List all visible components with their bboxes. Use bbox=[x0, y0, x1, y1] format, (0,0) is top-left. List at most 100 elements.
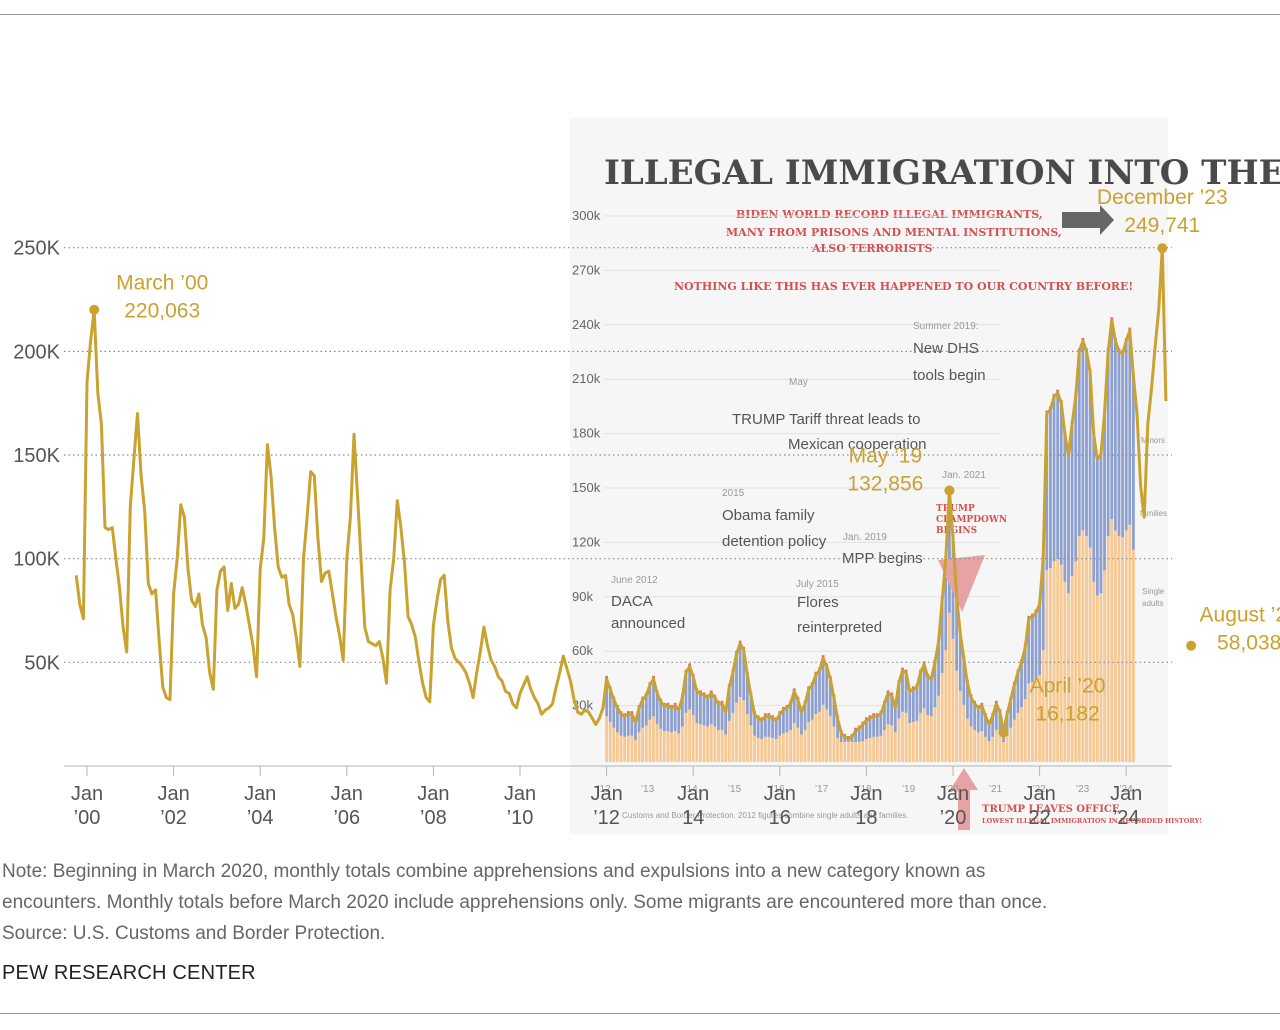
embedded-x-label: ’23 bbox=[1076, 784, 1090, 795]
highlight-label: March ’00 bbox=[116, 272, 208, 295]
embedded-bar-segment bbox=[984, 716, 987, 737]
embedded-bar bbox=[901, 711, 904, 762]
embedded-bar bbox=[749, 725, 753, 762]
embedded-bar bbox=[865, 739, 868, 762]
embedded-bar-segment bbox=[666, 705, 670, 732]
embedded-bar bbox=[1052, 561, 1056, 762]
embedded-bar-segment bbox=[908, 691, 912, 724]
embedded-bar bbox=[955, 670, 959, 762]
embedded-bar bbox=[774, 739, 778, 762]
embedded-bar-segment bbox=[709, 693, 713, 725]
embedded-bar-top bbox=[980, 702, 984, 706]
emb-mpp-small: Jan. 2019 bbox=[843, 532, 887, 543]
embedded-bar-segment bbox=[634, 722, 637, 741]
embedded-bar-segment bbox=[619, 714, 623, 736]
embedded-bar-segment bbox=[688, 666, 691, 710]
embedded-bar bbox=[872, 736, 876, 762]
embedded-y-label: 180k bbox=[572, 426, 601, 441]
emb-obama-1: Obama family bbox=[722, 507, 815, 524]
embedded-bar bbox=[940, 672, 944, 762]
highlight-point bbox=[998, 727, 1009, 738]
embedded-bar bbox=[886, 724, 890, 762]
embedded-bar-segment bbox=[937, 641, 940, 696]
embedded-bar-segment bbox=[655, 693, 659, 725]
top-rule bbox=[0, 14, 1280, 15]
embedded-bar-segment bbox=[836, 718, 839, 738]
embedded-bar bbox=[908, 723, 912, 762]
embedded-x-label: ’13 bbox=[641, 784, 655, 795]
embedded-bar bbox=[1067, 593, 1070, 762]
embedded-bar-segment bbox=[865, 720, 868, 740]
embedded-bar bbox=[706, 726, 710, 762]
embedded-bar-segment bbox=[890, 695, 894, 726]
x-tick-label: Jan bbox=[677, 783, 709, 805]
embedded-bar-segment bbox=[1117, 351, 1121, 537]
embedded-bar bbox=[1132, 549, 1135, 762]
embedded-x-label: ’19 bbox=[902, 784, 916, 795]
x-tick-label: Jan bbox=[590, 783, 622, 805]
embedded-y-label: 300k bbox=[572, 208, 601, 223]
embedded-bar bbox=[1095, 595, 1099, 762]
embedded-red-line-1: BIDEN WORLD RECORD ILLEGAL IMMIGRANTS, bbox=[736, 208, 1043, 221]
x-tick-label: Jan bbox=[937, 783, 969, 805]
embedded-x-label: ’20 bbox=[945, 784, 959, 795]
embedded-bar bbox=[850, 742, 854, 762]
embedded-bar-segment bbox=[641, 699, 645, 728]
embedded-bar-segment bbox=[893, 707, 897, 733]
embedded-bar bbox=[969, 726, 973, 762]
embedded-bar bbox=[904, 712, 908, 762]
embedded-bar-segment bbox=[803, 703, 807, 730]
embedded-bar-segment bbox=[1038, 604, 1041, 676]
embedded-bar bbox=[724, 734, 728, 762]
embedded-bar-segment bbox=[1110, 320, 1114, 520]
embedded-bar bbox=[998, 734, 1002, 762]
emb-may-small: May bbox=[789, 377, 808, 388]
x-tick-label: ’08 bbox=[420, 807, 447, 829]
embedded-bar-segment bbox=[1045, 413, 1049, 571]
embedded-bar bbox=[1092, 581, 1096, 762]
embedded-bar-segment bbox=[706, 697, 710, 727]
embedded-bar-segment bbox=[648, 685, 652, 720]
embedded-bar-segment bbox=[940, 600, 944, 673]
x-tick-label: ’20 bbox=[940, 807, 967, 829]
emb-source: Customs and Border Protection. 2012 figu… bbox=[622, 811, 908, 820]
highlight-points: March ’00 220,063 May ’19 132,856 April ’20 1… bbox=[89, 186, 1280, 738]
x-tick-label: Jan bbox=[244, 783, 276, 805]
embedded-bar bbox=[1113, 530, 1117, 762]
embedded-bar bbox=[1005, 735, 1009, 762]
embedded-bar bbox=[857, 742, 861, 762]
source-line: Source: U.S. Customs and Border Protecti… bbox=[2, 923, 386, 944]
embedded-bar bbox=[655, 724, 659, 762]
embedded-bar bbox=[922, 708, 926, 762]
embedded-red-line-4: NOTHING LIKE THIS HAS EVER HAPPENED TO O… bbox=[674, 280, 1133, 293]
embedded-bar-segment bbox=[612, 699, 616, 728]
y-tick-label: 250K bbox=[13, 238, 60, 260]
embedded-bar bbox=[987, 741, 991, 762]
embedded-bar bbox=[926, 715, 930, 762]
embedded-graphic: ILLEGAL IMMIGRATION INTO THE U.S. BIDEN … bbox=[570, 118, 1280, 834]
y-tick-label: 150K bbox=[13, 445, 60, 467]
embedded-bar-segment bbox=[991, 716, 995, 737]
embedded-bar bbox=[756, 737, 760, 762]
embedded-bar bbox=[771, 737, 774, 762]
emb-leaves-1: TRUMP LEAVES OFFICE bbox=[982, 804, 1120, 815]
embedded-x-label: ’22 bbox=[1032, 784, 1046, 795]
embedded-bar bbox=[1117, 536, 1121, 762]
highlight-point bbox=[89, 304, 100, 315]
embedded-bar-segment bbox=[1070, 423, 1074, 577]
embedded-bar-segment bbox=[1020, 662, 1023, 708]
embedded-bar-segment bbox=[901, 670, 904, 712]
embedded-bar-segment bbox=[919, 672, 922, 713]
embedded-bar-segment bbox=[1012, 685, 1016, 720]
note-line-1: Note: Beginning in March 2020, monthly t… bbox=[2, 861, 986, 882]
embedded-bar-segment bbox=[724, 712, 728, 735]
embedded-bar-segment bbox=[796, 699, 800, 728]
embedded-bar-segment bbox=[774, 720, 778, 740]
embedded-arrow-right bbox=[1062, 205, 1114, 235]
y-tick-label: 200K bbox=[13, 341, 60, 363]
x-tick-label: 14 bbox=[682, 807, 704, 829]
x-tick-label: ’02 bbox=[160, 807, 187, 829]
embedded-bar bbox=[782, 733, 785, 762]
embedded-bar bbox=[818, 711, 821, 762]
embedded-bar bbox=[745, 714, 749, 762]
